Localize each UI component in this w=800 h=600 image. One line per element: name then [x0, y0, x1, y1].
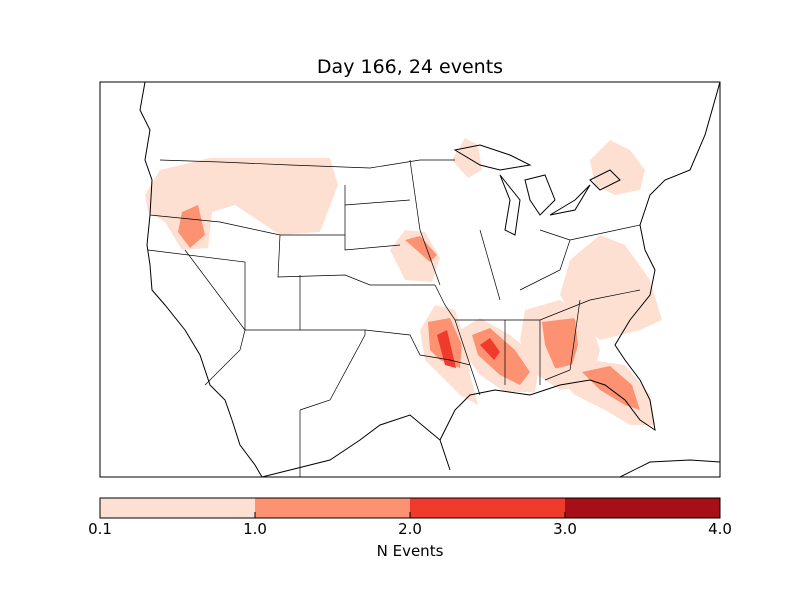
contour-level-0.1 [145, 158, 338, 250]
west-coastline [139, 82, 263, 477]
contour-level-0.1 [560, 235, 662, 340]
contour-level-0.1 [550, 360, 655, 425]
gulf-coastline [261, 82, 720, 477]
colorbar-segment [565, 498, 720, 518]
colorbar-segment [100, 498, 255, 518]
contour-kansas-missouri [390, 230, 440, 282]
colorbar-label: N Events [376, 542, 444, 560]
colorbar-tick: 0.1 [88, 520, 112, 538]
contour-layer [145, 138, 662, 425]
contour-level-2 [480, 338, 500, 360]
colorbar-tick: 1.0 [243, 520, 267, 538]
contour-new-york [590, 140, 645, 195]
map-frame [99, 81, 721, 478]
contour-michigan [452, 138, 482, 178]
contour-level-2 [437, 330, 456, 368]
us-canada-border [159, 159, 455, 169]
contour-florida [550, 360, 655, 425]
mexico-coast [619, 459, 720, 477]
contour-level-1 [178, 205, 205, 248]
state-lines [147, 159, 641, 477]
colorbar-segment [410, 498, 565, 518]
coastlines [139, 82, 720, 477]
contour-level-0.1 [590, 140, 645, 195]
chart-title: Day 166, 24 events [316, 56, 504, 78]
colorbar-tick: 4.0 [708, 520, 732, 538]
contour-pacific-northwest-montana [145, 158, 338, 250]
contour-level-0.1 [452, 138, 482, 178]
contour-level-0.1 [390, 230, 440, 282]
contour-oklahoma-texas [420, 305, 478, 405]
borders [147, 159, 641, 477]
contour-level-1 [582, 366, 640, 410]
colorbar-tick: 3.0 [553, 520, 577, 538]
colorbar [99, 497, 721, 519]
great-lakes [453, 144, 621, 236]
contour-level-1 [542, 318, 578, 372]
colorbar-segment [255, 498, 410, 518]
contour-carolinas [560, 235, 662, 340]
colorbar-tick: 2.0 [398, 520, 422, 538]
contour-arkansas-mississippi [460, 318, 540, 392]
